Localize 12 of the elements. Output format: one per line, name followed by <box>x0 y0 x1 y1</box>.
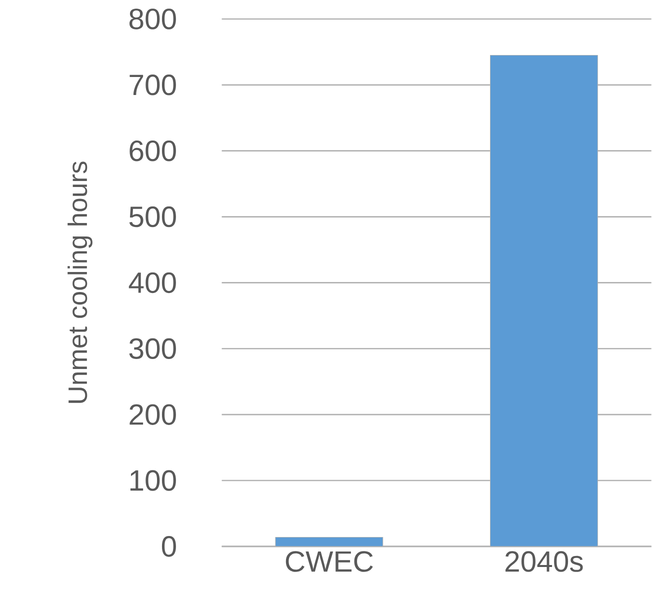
x-tick-label: CWEC <box>286 550 373 572</box>
y-tick-label: 500 <box>129 206 176 227</box>
y-axis-title: Unmet cooling hours <box>68 161 92 403</box>
x-tick-label: 2040s <box>506 550 583 572</box>
y-tick-label: 200 <box>130 404 176 425</box>
y-tick-label: 100 <box>130 470 176 491</box>
y-tick-label: 700 <box>130 74 176 96</box>
y-tick-label: 0 <box>162 536 176 557</box>
y-tick-label: 600 <box>130 140 176 162</box>
y-tick-label: 300 <box>129 338 176 359</box>
y-tick-label: 800 <box>129 8 176 30</box>
y-tick-label: 400 <box>128 272 176 293</box>
